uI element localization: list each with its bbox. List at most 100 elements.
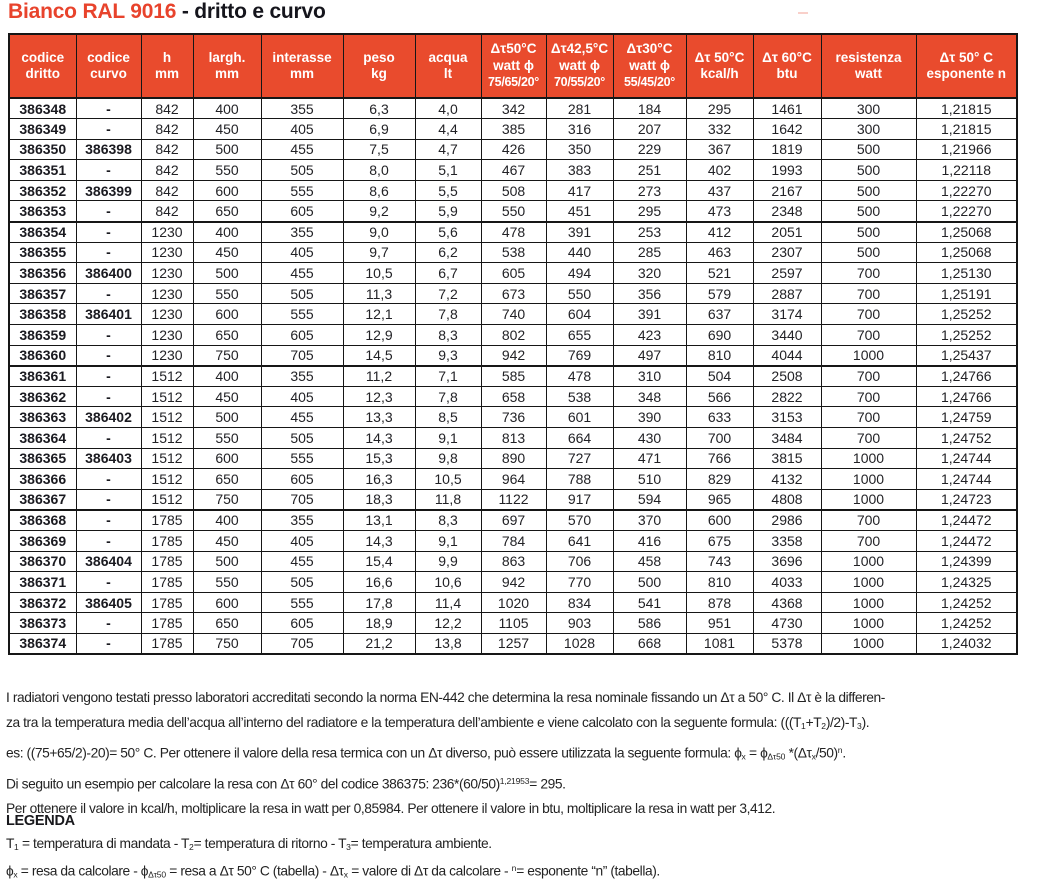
cell-resistenza: 1000 (820, 571, 917, 593)
footnote-line-2: za tra la temperatura media dell’acqua a… (6, 711, 1062, 739)
column-header-text: largh. (208, 49, 246, 65)
cell-codice-dritto: 386373 (8, 612, 77, 634)
cell-acqua-lt: 6,7 (414, 262, 482, 284)
footnote-line-4: Di seguito un esempio per calcolare la r… (6, 769, 1062, 797)
cell-btu-dt60: 3815 (752, 447, 822, 470)
text-segment: +T (805, 714, 822, 730)
cell-interasse-mm: 505 (260, 282, 344, 305)
text-segment: )/2)-T (825, 714, 858, 730)
cell-kcalh-dt50: 295 (685, 97, 754, 120)
text-segment: I radiatori vengono testati presso labor… (6, 690, 885, 705)
cell-esponente: 1,21815 (915, 118, 1018, 140)
cell-watt-dt425: 706 (545, 550, 614, 573)
text-segment: T (6, 836, 15, 851)
column-header-text: curvo (90, 66, 127, 81)
column-header-text: 75/65/20° (488, 75, 539, 90)
cell-btu-dt60: 4033 (752, 571, 822, 593)
cell-peso-kg: 17,8 (342, 591, 416, 614)
cell-watt-dt30: 285 (612, 241, 687, 264)
cell-h-mm: 842 (140, 159, 194, 181)
cell-interasse-mm: 355 (260, 364, 344, 387)
cell-codice-curvo: - (75, 344, 142, 367)
cell-interasse-mm: 505 (260, 427, 344, 449)
cell-btu-dt60: 1993 (752, 159, 822, 181)
cell-watt-dt425: 655 (545, 324, 614, 346)
cell-watt-dt30: 416 (612, 529, 687, 552)
cell-h-mm: 1230 (140, 262, 194, 284)
cell-interasse-mm: 705 (260, 488, 344, 511)
text-segment: es: ((75+65/2)-20)= 50° C. Per ottenere … (6, 745, 742, 761)
cell-codice-dritto: 386351 (8, 159, 77, 181)
cell-btu-dt60: 2822 (752, 385, 822, 408)
cell-watt-dt30: 207 (612, 118, 687, 140)
cell-watt-dt425: 570 (545, 508, 614, 531)
table-row: 386351-842 550 505 8,0 5,1 467 383 251 402 1993 50… (8, 159, 1018, 181)
text-segment: Per ottenere il valore in kcal/h, moltip… (6, 800, 776, 816)
cell-resistenza: 1000 (820, 591, 917, 614)
column-header-text: mm (289, 66, 314, 81)
cell-watt-dt30: 430 (612, 427, 687, 449)
column-header-text: watt ϕ (559, 57, 600, 73)
text-segment: *(Δτ (785, 745, 812, 761)
table-row: 386366-1512 650 605 16,3 10,5 964 788 510 829 413… (8, 468, 1018, 490)
column-header-text: watt (855, 66, 882, 81)
cell-h-mm: 1785 (140, 591, 194, 614)
cell-esponente: 1,24752 (915, 427, 1018, 449)
cell-kcalh-dt50: 437 (685, 179, 754, 202)
cell-interasse-mm: 355 (260, 220, 344, 243)
table-row: 386350 386398 842 500 455 7,5 4,7 426 350 229 367 1… (8, 138, 1018, 161)
legend-line-2: ϕx = resa da calcolare - ϕΔτ50 = resa a … (6, 858, 1062, 885)
table-row: 386348-842 400 355 6,3 4,0 342 281 184 295 1461 30… (8, 97, 1018, 120)
column-header-codice-dritto: codice dritto (8, 33, 77, 99)
text-segment: Di seguito un esempio per calcolare la r… (6, 776, 500, 792)
text-segment: = 295. (529, 776, 566, 792)
cell-interasse-mm: 555 (260, 591, 344, 614)
cell-largh-mm: 450 (192, 118, 262, 140)
cell-watt-dt425: 391 (545, 220, 614, 243)
cell-codice-dritto: 386359 (8, 324, 77, 346)
cell-interasse-mm: 555 (260, 303, 344, 326)
cell-peso-kg: 8,0 (342, 159, 416, 181)
table-row: 386355-1230 450 405 9,7 6,2 538 440 285 463 2307 5… (8, 241, 1018, 264)
cell-resistenza: 1000 (820, 468, 917, 490)
cell-btu-dt60: 3174 (752, 303, 822, 326)
cell-acqua-lt: 13,8 (414, 632, 482, 656)
cell-h-mm: 1785 (140, 550, 194, 573)
cell-btu-dt60: 2597 (752, 262, 822, 284)
column-header-acqua-lt: acqua lt (414, 33, 482, 99)
cell-peso-kg: 9,0 (342, 220, 416, 243)
cell-acqua-lt: 7,8 (414, 385, 482, 408)
sub-text: x (343, 869, 348, 880)
cell-esponente: 1,24472 (915, 529, 1018, 552)
column-header-text: Δτ30°C (626, 41, 673, 57)
cell-interasse-mm: 605 (260, 612, 344, 634)
sup-text: 1,21953 (499, 776, 530, 787)
column-header-resistenza: resistenza watt (820, 33, 917, 99)
cell-btu-dt60: 2887 (752, 282, 822, 305)
cell-acqua-lt: 12,2 (414, 612, 482, 634)
cell-codice-curvo: - (75, 364, 142, 387)
cell-btu-dt60: 4132 (752, 468, 822, 490)
cell-watt-dt30: 668 (612, 632, 687, 656)
sub-text: Δτ50 (767, 751, 786, 762)
cell-codice-curvo: - (75, 282, 142, 305)
cell-codice-dritto: 386366 (8, 468, 77, 490)
text-segment: = temperatura ambiente. (350, 836, 492, 851)
cell-h-mm: 1230 (140, 241, 194, 264)
cell-btu-dt60: 2508 (752, 364, 822, 387)
cell-peso-kg: 14,3 (342, 427, 416, 449)
page-title: Bianco RAL 9016 - dritto e curvo (8, 0, 326, 24)
cell-codice-dritto: 386361 (8, 364, 77, 387)
cell-interasse-mm: 555 (260, 447, 344, 470)
cell-interasse-mm: 355 (260, 97, 344, 120)
table-row: 386371-1785 550 505 16,6 10,6 942 770 500 810 403… (8, 571, 1018, 593)
column-header-h-mm: h mm (140, 33, 194, 99)
product-name: Bianco RAL 9016 (8, 0, 177, 23)
cell-btu-dt60: 4044 (752, 344, 822, 367)
cell-btu-dt60: 2167 (752, 179, 822, 202)
column-header-text: resistenza (835, 49, 902, 65)
cell-kcalh-dt50: 690 (685, 324, 754, 346)
cell-kcalh-dt50: 579 (685, 282, 754, 305)
cell-largh-mm: 650 (192, 324, 262, 346)
cell-resistenza: 500 (820, 179, 917, 202)
